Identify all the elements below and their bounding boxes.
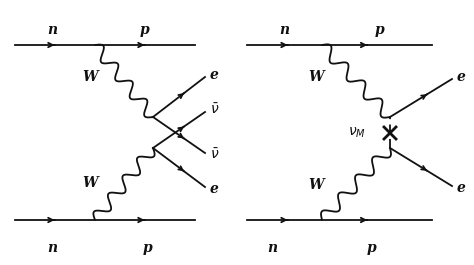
Text: W: W <box>82 70 98 84</box>
Text: n: n <box>279 23 289 37</box>
Text: e: e <box>457 70 466 84</box>
Text: e: e <box>210 68 219 82</box>
Text: W: W <box>82 176 98 190</box>
Text: $\nu_M$: $\nu_M$ <box>348 126 366 140</box>
Text: p: p <box>367 241 377 255</box>
Text: p: p <box>140 23 150 37</box>
Text: n: n <box>267 241 277 255</box>
Text: n: n <box>47 23 57 37</box>
Text: p: p <box>375 23 385 37</box>
Text: W: W <box>309 178 324 192</box>
Text: p: p <box>143 241 153 255</box>
Text: $\bar{\nu}$: $\bar{\nu}$ <box>210 103 219 117</box>
Text: e: e <box>457 181 466 195</box>
Text: W: W <box>309 70 324 84</box>
Text: n: n <box>47 241 57 255</box>
Text: e: e <box>210 182 219 196</box>
Text: $\bar{\nu}$: $\bar{\nu}$ <box>210 148 219 162</box>
